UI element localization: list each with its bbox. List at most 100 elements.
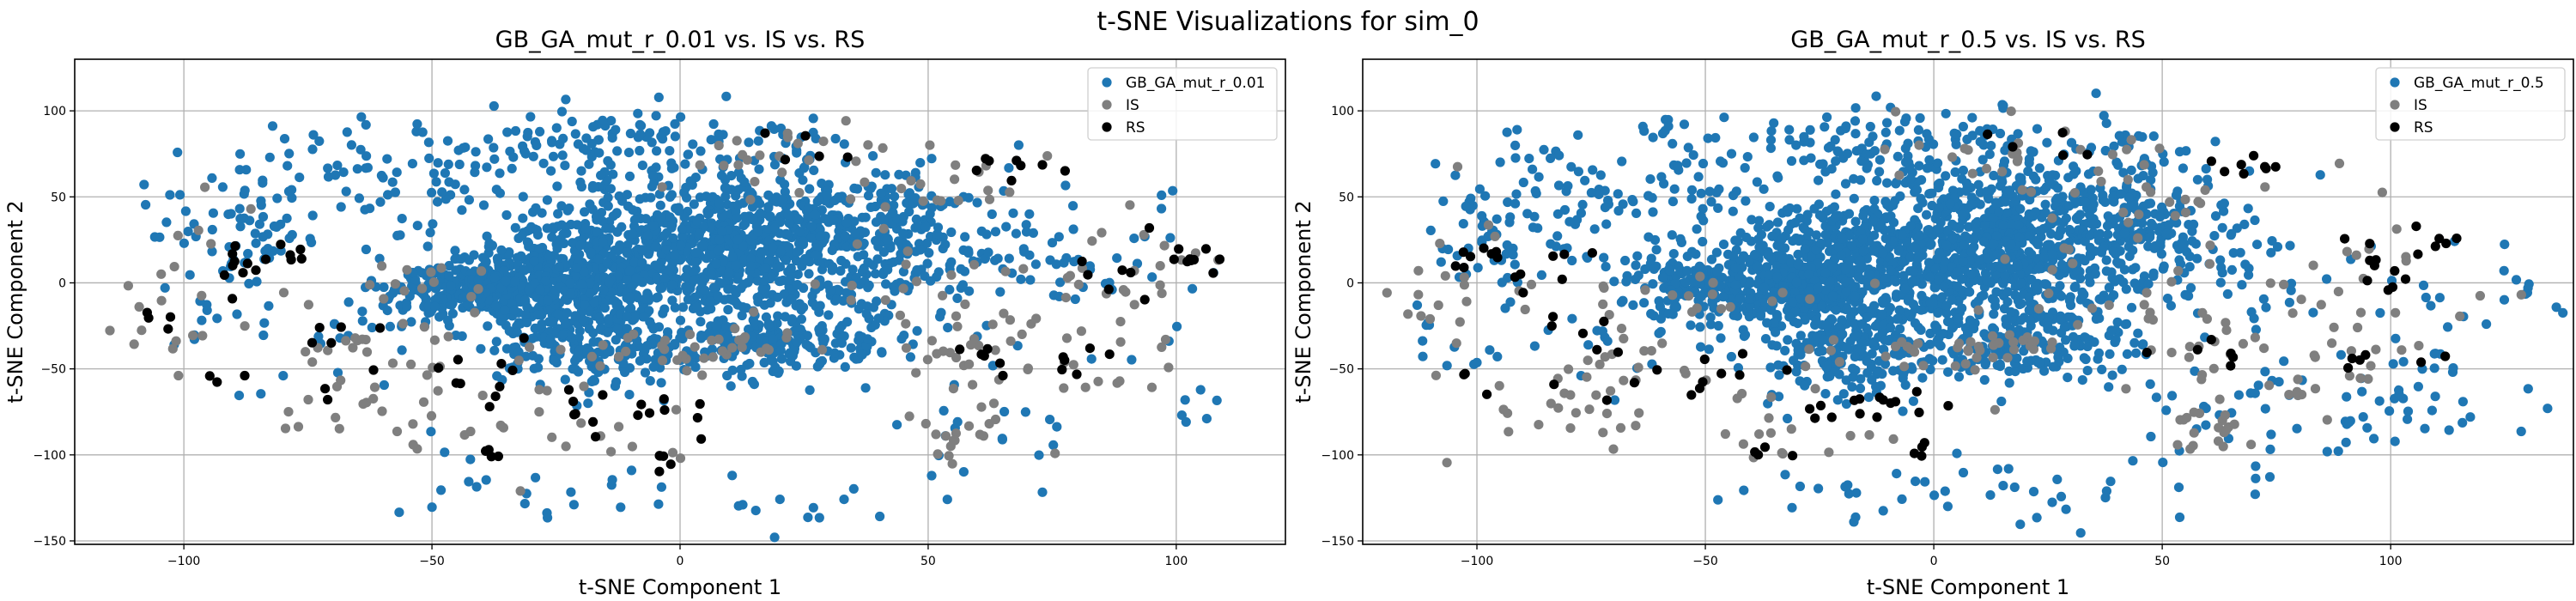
point-gb-ga (723, 305, 733, 315)
point-gb-ga (267, 121, 278, 131)
point-gb-ga (2129, 337, 2140, 348)
point-gb-ga (1933, 307, 1943, 319)
point-gb-ga (139, 179, 149, 190)
point-is (1042, 151, 1053, 161)
point-gb-ga (626, 465, 637, 476)
point-gb-ga (547, 232, 557, 242)
point-gb-ga (1030, 259, 1041, 270)
point-is (1050, 448, 1060, 458)
point-gb-ga (431, 177, 441, 187)
point-is (948, 384, 958, 394)
point-is (598, 340, 608, 350)
point-is (707, 335, 717, 346)
point-is (623, 332, 633, 343)
point-gb-ga (882, 234, 892, 245)
point-gb-ga (1020, 407, 1030, 417)
point-is (240, 321, 250, 331)
point-gb-ga (990, 227, 1001, 237)
point-is (129, 339, 139, 349)
point-gb-ga (1025, 275, 1036, 285)
point-gb-ga (766, 355, 776, 366)
point-is (614, 422, 624, 432)
point-gb-ga (367, 322, 377, 333)
point-gb-ga (1783, 335, 1793, 345)
point-gb-ga (580, 223, 591, 234)
point-is (323, 345, 333, 355)
point-gb-ga (1754, 242, 1765, 252)
point-rs (320, 384, 331, 394)
point-gb-ga (690, 275, 700, 285)
point-rs (814, 151, 824, 161)
point-gb-ga (1905, 221, 1916, 231)
point-gb-ga (840, 361, 850, 372)
point-gb-ga (308, 130, 319, 140)
point-gb-ga (440, 168, 451, 179)
point-rs (455, 379, 465, 389)
point-gb-ga (1880, 127, 1891, 137)
point-gb-ga (382, 154, 392, 164)
point-gb-ga (1838, 234, 1848, 244)
point-gb-ga (2014, 220, 2024, 230)
point-gb-ga (394, 507, 404, 518)
point-rs (659, 405, 670, 416)
point-gb-ga (1766, 305, 1777, 315)
point-gb-ga (519, 264, 529, 275)
point-gb-ga (1877, 309, 1887, 319)
point-is (1160, 334, 1171, 345)
point-gb-ga (1868, 246, 1879, 256)
point-gb-ga (809, 165, 819, 175)
point-gb-ga (607, 133, 617, 143)
point-gb-ga (501, 209, 512, 221)
point-gb-ga (406, 317, 416, 327)
point-gb-ga (1800, 244, 1810, 254)
point-is (621, 346, 631, 356)
point-is (860, 177, 870, 187)
point-gb-ga (912, 325, 922, 336)
point-gb-ga (568, 364, 578, 374)
x-tick-label: 50 (920, 555, 936, 568)
point-gb-ga (635, 355, 646, 366)
point-gb-ga (423, 137, 434, 148)
point-gb-ga (1872, 175, 1882, 186)
point-is (515, 486, 526, 496)
point-gb-ga (1958, 257, 1968, 267)
point-gb-ga (1847, 240, 1857, 251)
point-is (671, 404, 682, 415)
point-gb-ga (717, 226, 727, 236)
point-gb-ga (512, 327, 522, 337)
point-gb-ga (2042, 240, 2052, 251)
point-gb-ga (773, 311, 783, 321)
point-is (953, 196, 963, 206)
y-tick-label: −100 (33, 449, 66, 463)
point-rs (276, 240, 286, 250)
point-gb-ga (714, 246, 724, 256)
point-gb-ga (2002, 297, 2013, 307)
point-gb-ga (2054, 270, 2064, 281)
point-gb-ga (750, 506, 761, 516)
point-gb-ga (1669, 302, 1680, 313)
point-gb-ga (258, 232, 268, 242)
point-gb-ga (757, 284, 768, 294)
point-gb-ga (1923, 225, 1933, 235)
point-gb-ga (2070, 282, 2081, 292)
point-gb-ga (470, 167, 480, 178)
point-is (941, 431, 951, 441)
point-gb-ga (861, 309, 872, 319)
point-gb-ga (180, 206, 191, 216)
point-gb-ga (1741, 232, 1752, 243)
point-gb-ga (1844, 209, 1855, 219)
point-gb-ga (1886, 265, 1896, 276)
point-gb-ga (1817, 301, 1827, 312)
point-gb-ga (623, 240, 633, 251)
point-is (745, 195, 756, 205)
point-gb-ga (207, 173, 217, 183)
point-is (586, 351, 598, 361)
point-gb-ga (1828, 263, 1838, 273)
point-is (398, 319, 408, 329)
point-gb-ga (283, 161, 293, 171)
point-gb-ga (1886, 323, 1896, 333)
point-gb-ga (1789, 355, 1799, 366)
point-gb-ga (910, 246, 921, 257)
point-gb-ga (1601, 262, 1611, 272)
point-gb-ga (666, 222, 677, 233)
